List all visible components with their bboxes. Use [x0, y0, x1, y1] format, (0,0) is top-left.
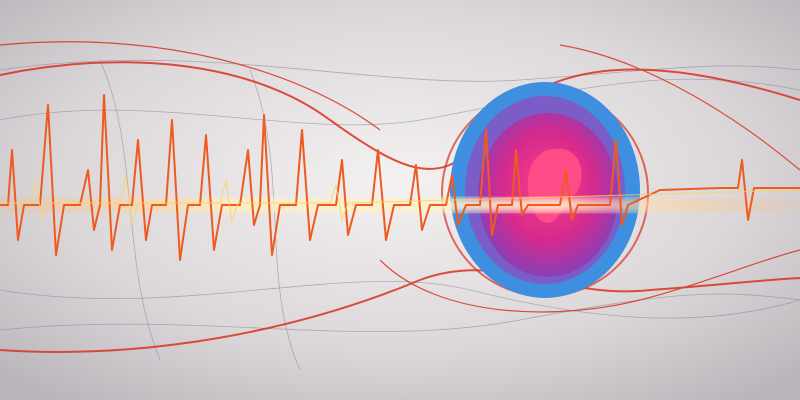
red-curve — [0, 61, 800, 170]
thin-line — [0, 280, 800, 319]
red-curves — [0, 41, 800, 353]
thin-lines — [0, 59, 800, 371]
thin-line — [0, 59, 800, 82]
ecg-waveform — [0, 94, 800, 261]
heart-orb — [441, 82, 649, 298]
thin-line — [0, 293, 800, 333]
ecg-highlight — [0, 174, 800, 226]
red-curve — [0, 41, 381, 131]
thin-line — [249, 69, 301, 371]
red-curve — [559, 44, 800, 171]
red-curve — [379, 249, 800, 313]
